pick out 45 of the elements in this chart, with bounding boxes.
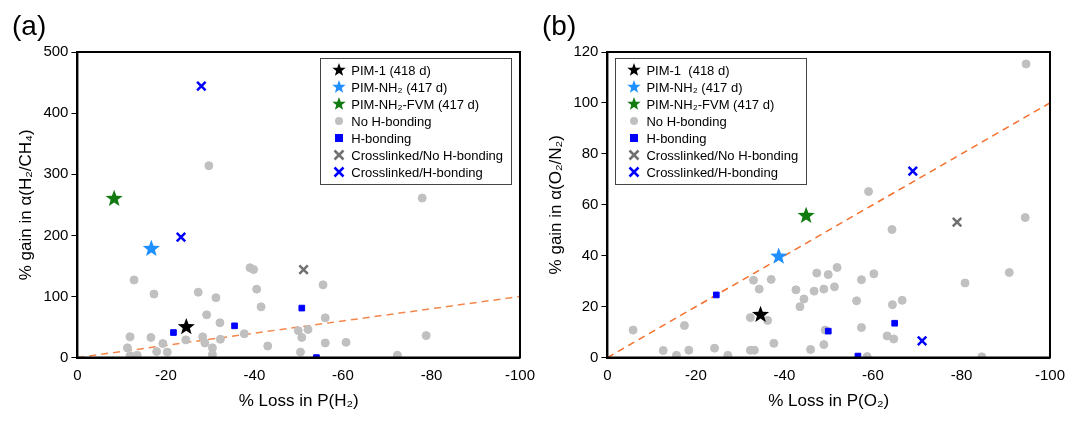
- x-tick-label: -20: [685, 365, 707, 383]
- x-tick-label: -40: [773, 365, 796, 383]
- chart-title: (a): [12, 10, 47, 42]
- x-tick-label: -40: [243, 365, 266, 383]
- y-tick-label: 60: [581, 194, 599, 212]
- y-tick-label: 300: [43, 164, 69, 182]
- y-tick-label: 20: [581, 296, 599, 314]
- x-axis-title: % Loss in P(O₂): [768, 391, 890, 411]
- legend-label: Crosslinked/H-bonding: [646, 165, 778, 180]
- y-tick-label: 100: [43, 286, 69, 304]
- legend-label: Crosslinked/H-bonding: [351, 165, 483, 180]
- y-axis-title: % gain in α(O₂/N₂): [545, 135, 565, 275]
- legend-label: Crosslinked/No H-bonding: [351, 148, 503, 163]
- x-tick-label: -100: [504, 365, 535, 383]
- x-tick-label: -80: [420, 365, 443, 383]
- legend-label: Crosslinked/No H-bonding: [646, 148, 799, 163]
- x-tick-label: -80: [950, 365, 973, 383]
- x-tick-label: -60: [862, 365, 884, 383]
- legend-label: H-bonding: [646, 131, 707, 146]
- legend-label: PIM-1 (418 d): [646, 63, 730, 78]
- chart-title: (b): [542, 10, 577, 42]
- x-tick-label: 0: [603, 365, 612, 383]
- y-tick-label: 120: [573, 42, 599, 60]
- y-axis-title: % gain in α(H₂/CH₄): [15, 129, 35, 281]
- legend-label: No H-bonding: [351, 114, 432, 129]
- x-tick-label: -20: [155, 365, 177, 383]
- y-tick-label: 80: [581, 144, 599, 162]
- y-tick-label: 40: [581, 245, 599, 263]
- legend-label: No H-bonding: [646, 114, 727, 129]
- y-tick-label: 100: [573, 93, 599, 111]
- legend-label: H-bonding: [351, 131, 412, 146]
- y-tick-label: 200: [43, 225, 69, 243]
- legend-label: PIM-NH₂ (417 d): [351, 80, 448, 95]
- y-tick-label: 0: [590, 347, 599, 365]
- x-axis-title: % Loss in P(H₂): [238, 391, 359, 411]
- x-tick-label: -60: [332, 365, 354, 383]
- legend-label: PIM-1 (418 d): [351, 63, 431, 78]
- y-tick-label: 500: [43, 42, 69, 60]
- x-tick-label: -100: [1034, 365, 1065, 383]
- y-tick-label: 0: [60, 347, 69, 365]
- legend-label: PIM-NH₂ (417 d): [646, 80, 743, 95]
- legend-label: PIM-NH₂-FVM (417 d): [646, 97, 775, 112]
- legend-label: PIM-NH₂-FVM (417 d): [351, 97, 480, 112]
- x-tick-label: 0: [73, 365, 82, 383]
- y-tick-label: 400: [43, 103, 69, 121]
